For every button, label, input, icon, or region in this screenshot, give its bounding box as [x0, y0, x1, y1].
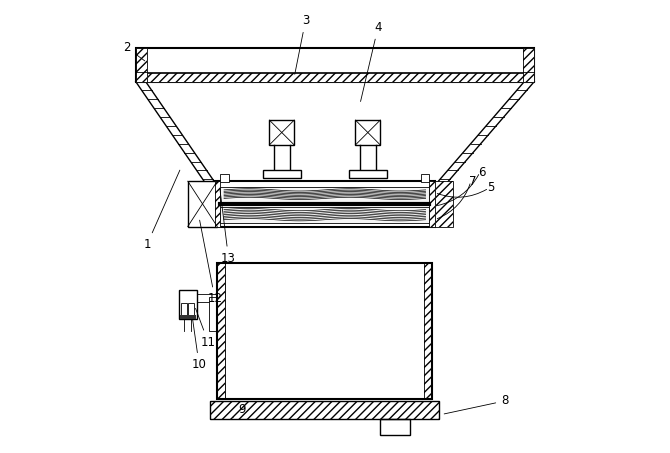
- Bar: [381, 419, 410, 435]
- Bar: [432, 181, 453, 226]
- Bar: [217, 263, 225, 399]
- Text: 6: 6: [478, 166, 486, 178]
- Bar: [215, 181, 220, 226]
- Text: 10: 10: [192, 320, 206, 371]
- Bar: [180, 303, 187, 315]
- Bar: [263, 170, 301, 178]
- Bar: [180, 315, 196, 319]
- Bar: [220, 207, 429, 223]
- Text: 3: 3: [295, 14, 310, 74]
- Bar: [217, 263, 225, 399]
- Bar: [220, 187, 429, 202]
- Text: 1: 1: [143, 170, 180, 251]
- Text: 7: 7: [470, 175, 477, 188]
- Bar: [215, 181, 220, 226]
- Bar: [209, 297, 217, 331]
- Bar: [523, 48, 534, 82]
- Bar: [136, 48, 147, 82]
- Text: 12: 12: [200, 220, 222, 305]
- Bar: [179, 290, 197, 319]
- Text: 4: 4: [360, 21, 382, 101]
- Bar: [269, 120, 294, 145]
- Bar: [348, 170, 387, 178]
- Bar: [217, 263, 225, 399]
- Bar: [188, 303, 194, 315]
- Bar: [225, 263, 424, 390]
- Bar: [210, 401, 440, 419]
- Bar: [429, 181, 435, 226]
- Text: 5: 5: [488, 182, 495, 194]
- Bar: [421, 174, 429, 182]
- Bar: [188, 181, 217, 226]
- Bar: [215, 181, 435, 226]
- Bar: [355, 120, 381, 145]
- Text: 8: 8: [444, 395, 509, 414]
- Text: 11: 11: [196, 308, 216, 348]
- Bar: [136, 73, 534, 82]
- Bar: [429, 181, 435, 226]
- Bar: [217, 263, 432, 399]
- Bar: [424, 263, 432, 399]
- Text: 13: 13: [220, 188, 236, 265]
- Bar: [220, 174, 228, 182]
- Bar: [210, 401, 440, 419]
- Bar: [523, 48, 534, 82]
- Bar: [136, 73, 534, 82]
- Bar: [136, 48, 147, 82]
- Bar: [424, 263, 432, 399]
- Bar: [136, 48, 534, 82]
- Bar: [432, 181, 453, 226]
- Bar: [210, 401, 440, 419]
- Text: 2: 2: [123, 41, 145, 61]
- Text: 9: 9: [233, 404, 246, 417]
- Bar: [217, 263, 225, 399]
